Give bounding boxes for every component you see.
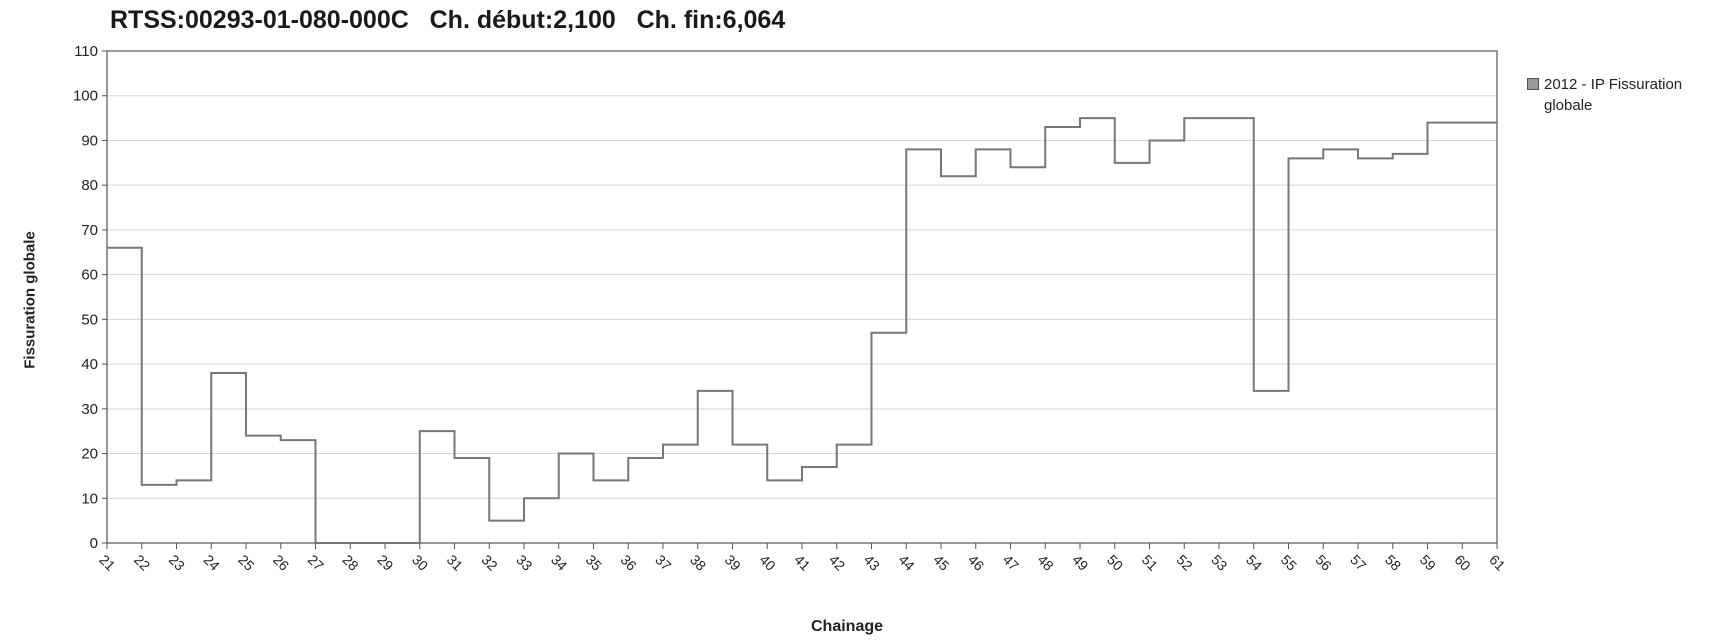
x-axis-label: Chainage xyxy=(810,618,884,635)
x-tick-label: 38 xyxy=(687,551,709,573)
legend: 2012 - IP Fissuration globale xyxy=(1527,74,1717,116)
x-tick-label: 43 xyxy=(861,551,883,573)
x-tick-label: 50 xyxy=(1104,551,1126,573)
x-tick-label: 52 xyxy=(1173,551,1195,573)
x-tick-label: 57 xyxy=(1347,551,1369,573)
x-tick-label: 58 xyxy=(1382,551,1404,573)
x-tick-label: 21 xyxy=(96,551,118,573)
x-tick-label: 35 xyxy=(583,551,605,573)
y-tick-label: 10 xyxy=(81,490,98,507)
x-tick-label: 22 xyxy=(131,551,153,573)
x-tick-label: 28 xyxy=(339,551,361,573)
y-tick-label: 80 xyxy=(81,177,98,194)
x-tick-label: 30 xyxy=(409,551,431,573)
x-tick-label: 32 xyxy=(478,551,500,573)
x-tick-label: 40 xyxy=(756,551,778,573)
series-line xyxy=(107,117,1497,544)
x-tick-label: 27 xyxy=(305,551,327,573)
x-tick-label: 33 xyxy=(513,551,535,573)
x-tick-label: 44 xyxy=(895,551,917,573)
x-tick-label: 41 xyxy=(791,551,813,573)
x-tick-label: 37 xyxy=(652,551,674,573)
x-tick-label: 49 xyxy=(1069,551,1091,573)
x-tick-label: 24 xyxy=(200,551,222,573)
y-tick-label: 30 xyxy=(81,401,98,418)
x-axis-ticks: 21 22 23 24 25 26 27 28 29 30 31 32 33 34 35 36 37 38 39 40… xyxy=(96,543,1509,574)
series-layer xyxy=(107,117,1497,544)
legend-swatch xyxy=(1527,78,1539,90)
x-tick-label: 25 xyxy=(235,551,257,573)
x-tick-label: 59 xyxy=(1417,551,1439,573)
x-tick-label: 54 xyxy=(1243,551,1265,573)
x-tick-label: 34 xyxy=(548,551,570,573)
x-tick-label: 46 xyxy=(965,551,987,573)
x-tick-label: 39 xyxy=(722,551,744,573)
y-tick-label: 110 xyxy=(74,43,98,60)
y-axis-ticks: 0 10 20 30 40 50 60 70 80 90 100 110 xyxy=(73,43,107,552)
x-tick-label: 29 xyxy=(374,551,396,573)
x-tick-label: 26 xyxy=(270,551,292,573)
x-tick-label: 61 xyxy=(1486,551,1508,573)
y-tick-label: 40 xyxy=(81,356,98,373)
x-tick-label: 56 xyxy=(1312,551,1334,573)
y-tick-label: 20 xyxy=(81,446,98,463)
x-tick-label: 31 xyxy=(444,551,466,573)
gridlines xyxy=(107,95,1497,499)
x-tick-label: 47 xyxy=(1000,551,1022,573)
x-tick-label: 23 xyxy=(166,551,188,573)
x-tick-label: 48 xyxy=(1034,551,1056,573)
y-tick-label: 50 xyxy=(81,311,98,328)
legend-label: 2012 - IP Fissuration globale xyxy=(1544,76,1683,114)
x-tick-label: 45 xyxy=(930,551,952,573)
x-tick-label: 55 xyxy=(1278,551,1300,573)
y-tick-label: 100 xyxy=(73,88,98,105)
x-tick-label: 42 xyxy=(826,551,848,573)
y-tick-label: 0 xyxy=(90,535,98,552)
x-tick-label: 51 xyxy=(1139,551,1161,573)
y-axis-label: Fissuration globale xyxy=(21,231,39,369)
y-tick-label: 70 xyxy=(81,222,98,239)
chart-title: RTSS:00293-01-080-000C Ch. début:2,100 C… xyxy=(110,6,786,34)
x-tick-label: 53 xyxy=(1208,551,1230,573)
y-tick-label: 90 xyxy=(81,132,98,149)
y-tick-label: 60 xyxy=(81,267,98,284)
x-tick-label: 36 xyxy=(617,551,639,573)
x-tick-label: 60 xyxy=(1451,551,1473,573)
